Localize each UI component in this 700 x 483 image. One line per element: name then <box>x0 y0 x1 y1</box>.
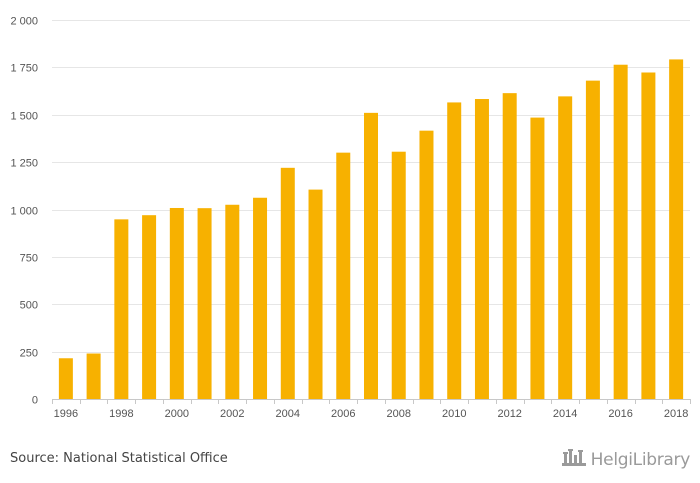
bar[interactable] <box>197 208 212 399</box>
bar[interactable] <box>447 102 462 400</box>
x-tick-label: 2014 <box>553 408 577 420</box>
bar[interactable] <box>364 112 378 399</box>
bar[interactable] <box>280 167 295 399</box>
x-tick-label: 2006 <box>331 408 355 420</box>
y-tick-label: 1 250 <box>10 158 38 170</box>
x-tick-label: 2010 <box>442 408 466 420</box>
bar[interactable] <box>474 99 489 400</box>
bar[interactable] <box>391 151 406 399</box>
x-tick-label: 2018 <box>664 408 688 420</box>
y-tick-label: 2 000 <box>10 16 38 28</box>
bar[interactable] <box>419 130 434 399</box>
bar[interactable] <box>58 358 73 399</box>
y-tick-label: 0 <box>32 395 38 407</box>
chart-area: 0 250 500 750 1 000 1 250 1 500 1 750 2 000 1996 1… <box>10 16 691 420</box>
bar[interactable] <box>114 219 129 399</box>
y-tick-label: 250 <box>20 348 38 360</box>
bar[interactable] <box>169 207 184 399</box>
bar[interactable] <box>669 59 684 399</box>
castle-logo-icon <box>561 447 587 473</box>
bar[interactable] <box>585 80 600 399</box>
y-tick-label: 1 000 <box>10 206 38 218</box>
x-tick-label: 2012 <box>497 408 521 420</box>
x-tick-label: 1998 <box>109 408 133 420</box>
x-tick-label: 2004 <box>276 408 300 420</box>
x-tick-label: 2016 <box>608 408 632 420</box>
bar[interactable] <box>142 215 157 399</box>
bar[interactable] <box>558 96 573 399</box>
chart-footer: Source: National Statistical Office Helg… <box>0 440 700 483</box>
y-tick-label: 500 <box>20 300 38 312</box>
x-tick-label: 2002 <box>220 408 244 420</box>
bar[interactable] <box>225 204 240 399</box>
bar-chart: 0 250 500 750 1 000 1 250 1 500 1 750 2 000 1996 1… <box>10 16 691 420</box>
bar[interactable] <box>530 117 545 399</box>
bar[interactable] <box>86 353 101 399</box>
brand-logo[interactable]: HelgiLibrary <box>561 447 690 473</box>
bar[interactable] <box>308 189 323 399</box>
x-tick-label: 2000 <box>165 408 189 420</box>
brand-name: HelgiLibrary <box>590 450 691 470</box>
bar[interactable] <box>253 197 268 399</box>
bar[interactable] <box>613 64 628 400</box>
bar[interactable] <box>641 72 656 399</box>
x-tick-label: 2008 <box>386 408 410 420</box>
y-tick-label: 1 750 <box>10 63 38 75</box>
x-tick-label: 1996 <box>54 408 78 420</box>
y-tick-label: 1 500 <box>10 111 38 123</box>
bar[interactable] <box>502 93 517 399</box>
y-tick-label: 750 <box>20 253 38 265</box>
bar[interactable] <box>336 152 351 399</box>
source-note: Source: National Statistical Office <box>10 451 228 466</box>
